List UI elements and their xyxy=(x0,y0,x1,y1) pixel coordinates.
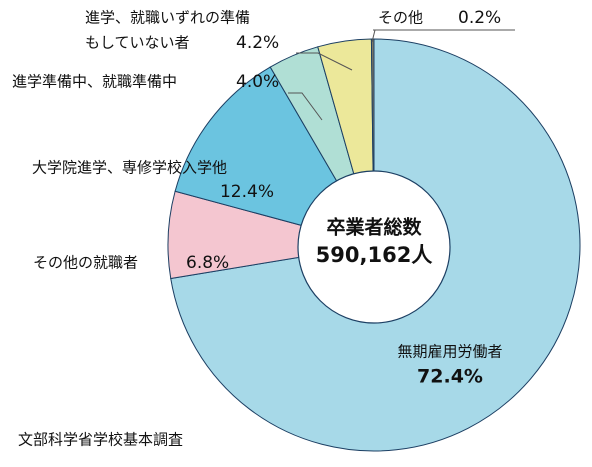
category-label: 無期雇用労働者 xyxy=(397,343,502,361)
value-label: 4.2% xyxy=(236,33,279,53)
center-hole xyxy=(297,170,451,324)
center-value: 590,162人 xyxy=(316,243,433,267)
category-label: その他 xyxy=(378,9,423,27)
value-label: 0.2% xyxy=(458,8,501,28)
category-label: 進学、就職いずれの準備 xyxy=(85,9,250,27)
leader-line xyxy=(371,29,515,43)
category-label: 進学準備中、就職準備中 xyxy=(12,73,177,91)
source: 文部科学省学校基本調査 xyxy=(18,431,183,449)
leader-line xyxy=(288,92,323,121)
value-label: 4.0% xyxy=(236,72,279,92)
category-label: 大学院進学、専修学校入学他 xyxy=(32,159,227,177)
category-label: その他の就職者 xyxy=(33,254,138,272)
value-label: 6.8% xyxy=(186,253,229,273)
value-label: 72.4% xyxy=(417,366,483,388)
center-title: 卒業者総数 xyxy=(326,216,422,239)
value-label: 12.4% xyxy=(220,182,274,202)
category-label: もしていない者 xyxy=(85,34,190,52)
leader-line xyxy=(296,52,353,71)
